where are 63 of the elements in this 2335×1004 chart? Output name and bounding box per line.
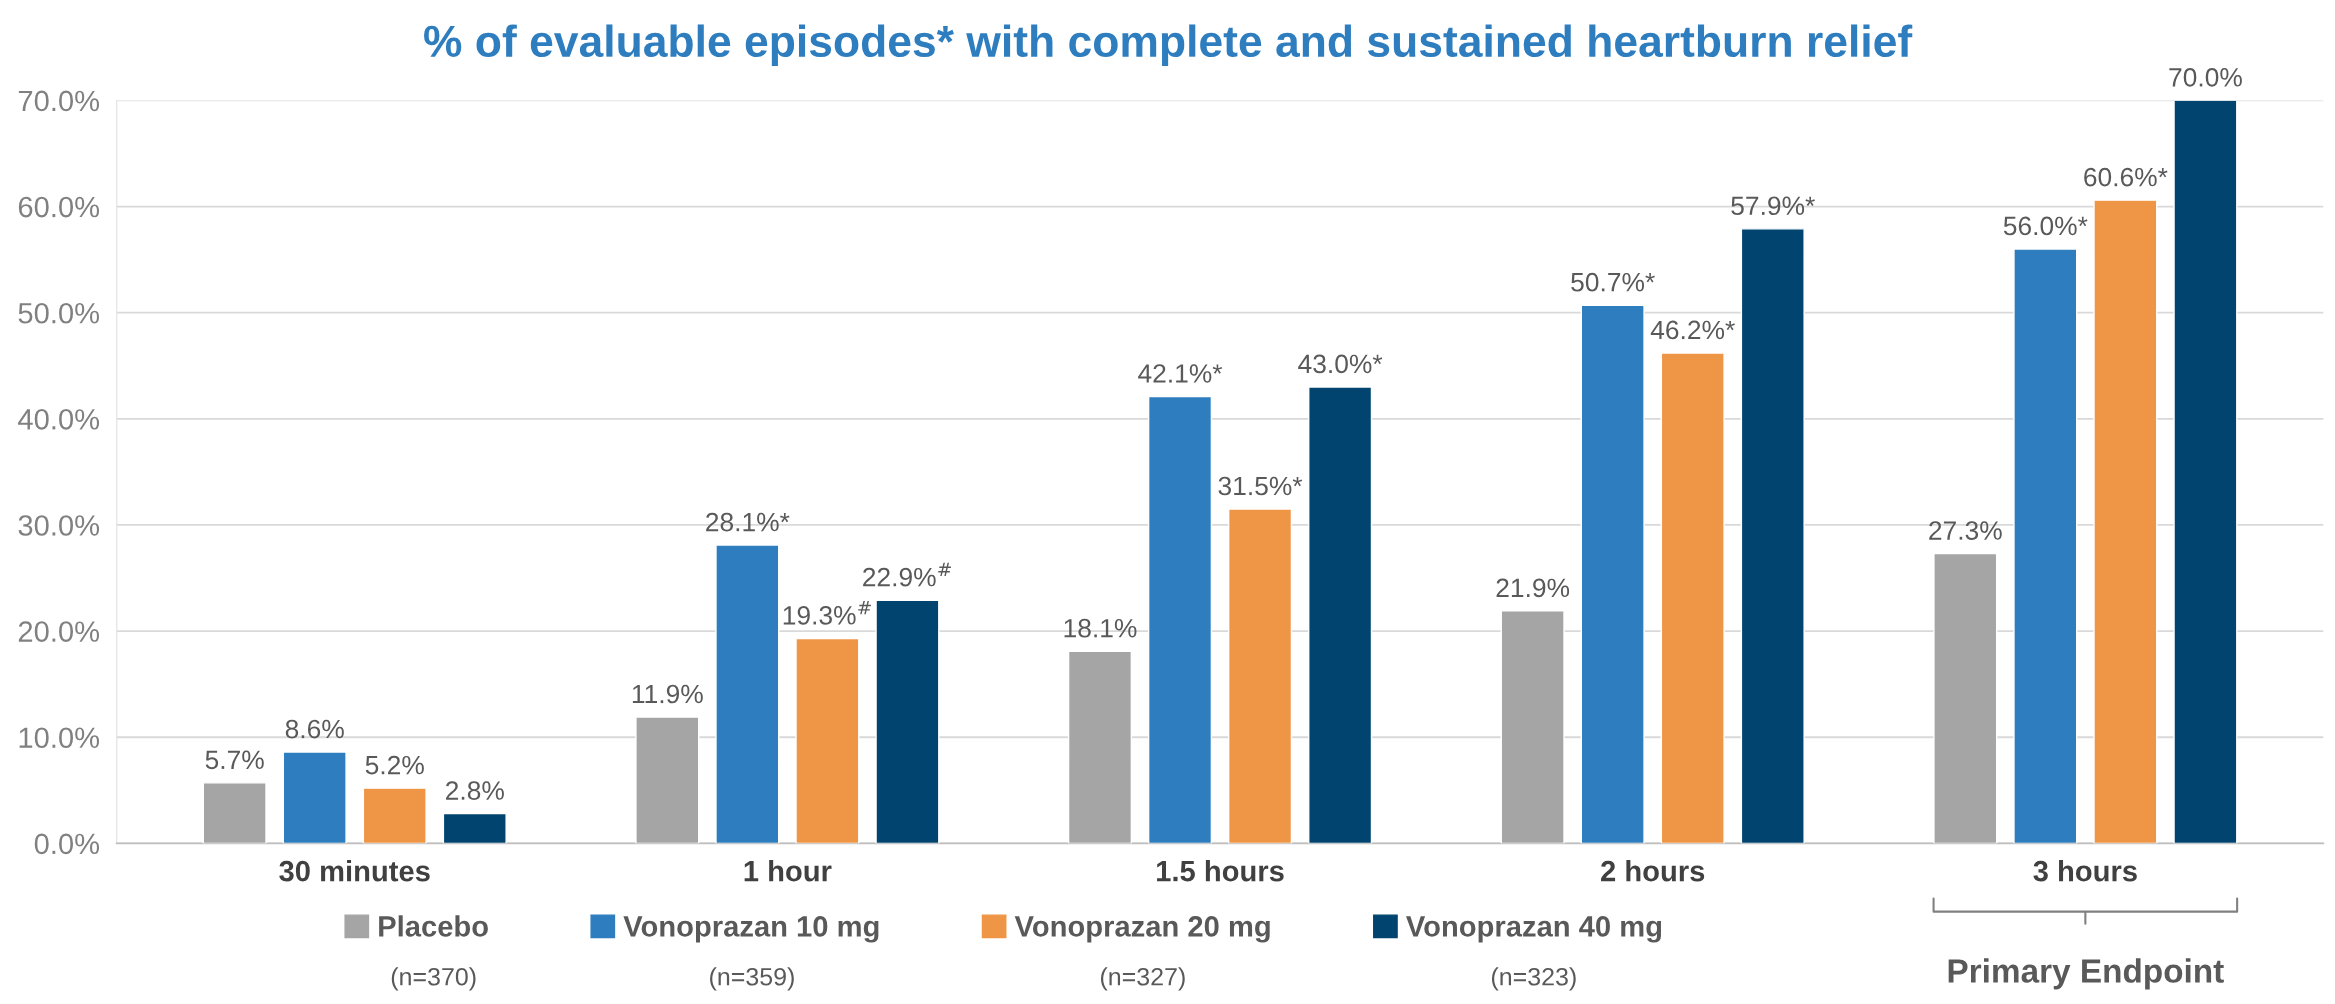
data-label: 18.1% [1064,618,1137,638]
y-tick-label: 40.0% [18,409,100,430]
data-label: 21.9% [1496,578,1570,598]
data-label: 27.3% [1929,521,2002,540]
data-label: 70.0% [2169,68,2242,87]
bar [1740,228,1805,844]
bar [1227,508,1293,844]
data-label: 42.1%* [1138,364,1223,383]
y-tick-label: 50.0% [18,302,100,324]
bar [1933,552,1998,844]
x-tick-label: 3 hours [2033,860,2137,882]
bar [362,787,427,844]
data-label: 28.1%* [706,512,790,532]
data-label: 57.9%* [1731,196,1815,216]
data-label: 60.6%* [2084,167,2168,187]
legend-label: Placebo [379,915,488,937]
bar [795,637,860,844]
bar [442,812,507,844]
bar [1308,386,1373,844]
bar [1147,395,1213,844]
x-tick-label: 1.5 hours [1157,860,1284,882]
data-label: 2.8% [446,781,504,800]
data-label: 5.7% [205,750,264,770]
text: (n=327) [1100,967,1185,991]
text: (n=359) [710,967,794,991]
bar [1580,304,1645,844]
bar [1067,650,1133,844]
data-label: 5.2% [365,755,424,775]
data-label: 43.0%* [1298,354,1383,374]
bar [2093,199,2158,844]
legend-label: Vonoprazan 20 mg [1014,916,1270,943]
y-tick-label: 20.0% [18,621,100,642]
bar [202,782,267,844]
bar [2013,248,2078,844]
x-tick-label: 2 hours [1601,860,1705,882]
bar [282,751,347,844]
text: (n=323) [1491,967,1576,991]
bar [2173,100,2238,844]
bar [875,599,940,844]
bar [715,544,780,844]
data-label: 8.6% [285,719,344,739]
data-label: 31.5%* [1218,476,1303,496]
bar [1500,610,1565,844]
bar [1660,352,1725,844]
text: (n=370) [391,967,476,991]
data-label: 22.9%$^{#}$ [863,562,951,587]
data-label: 19.3%$^{#}$ [783,601,871,625]
data-label: 50.7%* [1571,272,1655,292]
data-label: 56.0%* [2003,216,2088,236]
legend-label: Vonoprazan 40 mg [1406,916,1662,943]
x-tick-label: 30 minutes [279,860,430,882]
y-tick-label: 0.0% [34,833,100,855]
text: Primary Endpoint [1948,958,2224,990]
x-tick-label: 1 hour [744,860,832,882]
bar [635,716,700,844]
legend-label: Vonoprazan 10 mg [623,916,879,943]
y-tick-label: 30.0% [18,515,100,536]
data-label: 11.9% [632,684,703,704]
data-label: 46.2%* [1650,320,1735,340]
y-tick-label: 60.0% [18,196,100,218]
chart-title: % of evaluable episodes* with complete and sustained heartburn relief [424,24,1913,66]
y-tick-label: 10.0% [19,727,100,749]
y-tick-label: 70.0% [18,90,100,112]
